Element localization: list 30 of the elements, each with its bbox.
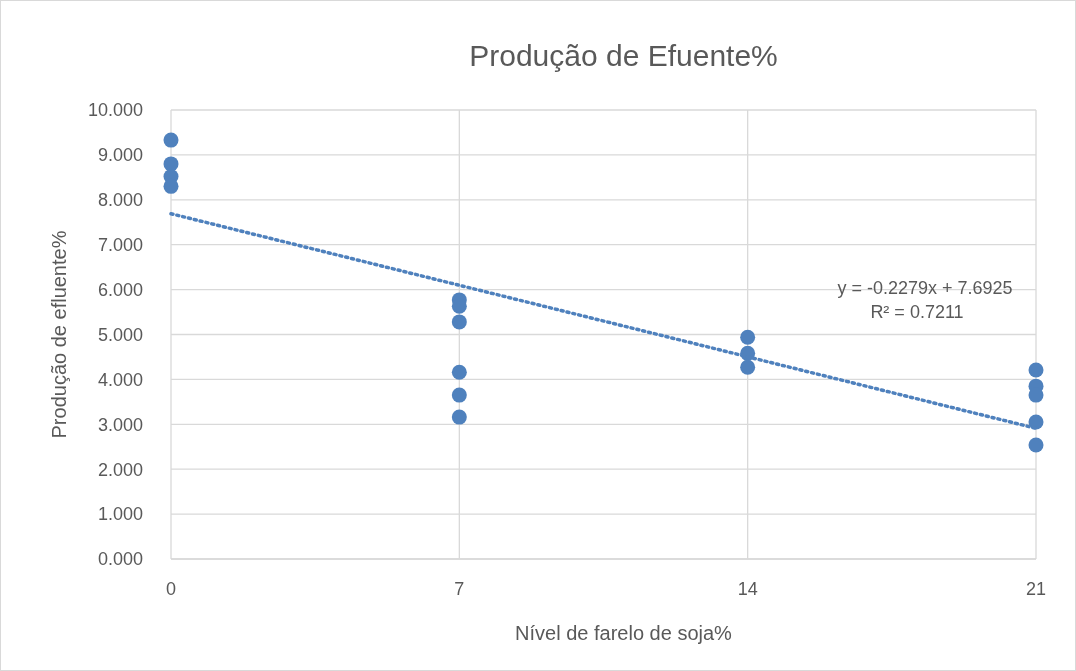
point [740,359,756,375]
y-tick-label: 4.000 [97,369,143,390]
point [451,364,467,380]
annotation: R² = 0.7211 [870,302,964,323]
x-tick-label: 21 [1025,579,1047,599]
chart-title: Produção de Efuente% [469,39,778,72]
y-tick-label: 5.000 [97,324,143,345]
point [163,156,179,172]
point [451,387,467,403]
y-axis-title: Produção de efluente% [48,230,70,439]
y-tick-label: 0.000 [97,549,143,570]
y-tick-label: 7.000 [97,235,143,255]
point [451,314,467,330]
x-tick-label: 0 [165,579,177,599]
x-tick-label: 14 [737,579,758,599]
annotation: y = -0.2279x + 7.6925 [837,278,1013,299]
y-tick-label: 6.000 [97,279,143,300]
y-tick-label: 8.000 [97,190,143,211]
point [1028,437,1044,453]
y-tick-label: 2.000 [97,459,143,480]
point [1028,362,1044,378]
point [163,132,179,148]
y-tick-label: 9.000 [97,145,143,166]
y-tick-label: 10.000 [87,100,143,121]
point [740,329,756,345]
y-tick-label: 1.000 [97,504,143,525]
point [451,409,467,425]
y-tick-label: 3.000 [97,414,143,435]
x-axis-title: Nível de farelo de soja% [515,622,733,644]
x-tick-label: 7 [454,579,465,599]
